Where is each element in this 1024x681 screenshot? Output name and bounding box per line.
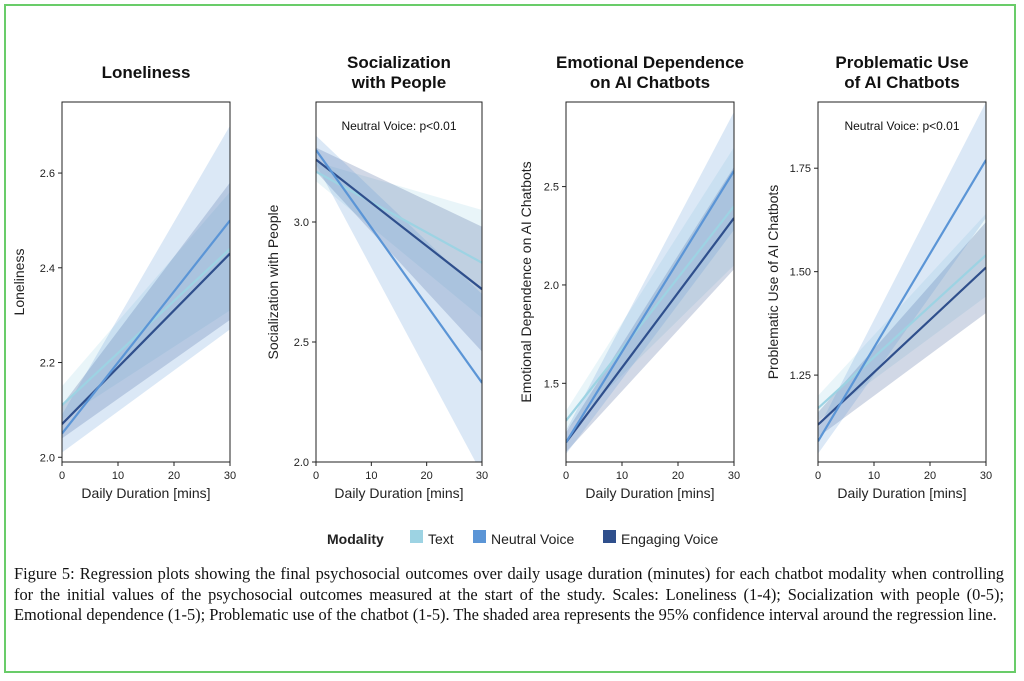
regression-line (62, 252, 230, 425)
x-tick-label: 10 (868, 470, 880, 482)
x-tick-label: 20 (924, 470, 936, 482)
y-tick-label: 2.0 (294, 457, 309, 469)
y-tick-label: 2.4 (40, 263, 55, 275)
regression-line (566, 205, 734, 422)
panel-title: with People (351, 73, 446, 92)
legend-label: Neutral Voice (491, 531, 574, 547)
ci-band (818, 222, 986, 438)
x-tick-label: 0 (815, 470, 821, 482)
y-tick-label: 1.5 (544, 378, 559, 390)
regression-line (316, 149, 482, 384)
plot-frame (565, 101, 735, 463)
y-tick-label: 2.0 (544, 280, 559, 292)
y-tick-label: 2.2 (40, 358, 55, 370)
x-tick-label: 10 (365, 470, 377, 482)
ci-band (316, 135, 482, 462)
plot-area (566, 111, 734, 455)
regression-line (316, 170, 482, 264)
x-axis-label: Daily Duration [mins] (334, 485, 463, 501)
plot-area (818, 102, 986, 454)
regression-line (818, 159, 986, 442)
regression-line (62, 219, 230, 435)
panel-title: Loneliness (102, 63, 191, 82)
y-axis-label: Problematic Use of AI Chatbots (765, 185, 781, 380)
ci-band (316, 162, 482, 318)
plot-frame (61, 101, 231, 463)
panel-title: on AI Chatbots (590, 73, 710, 92)
x-tick-label: 0 (563, 470, 569, 482)
y-tick-label: 2.5 (294, 337, 309, 349)
figure-frame (4, 4, 1016, 673)
plot-area (62, 125, 230, 453)
y-tick-label: 3.0 (294, 217, 309, 229)
y-axis-label: Loneliness (11, 249, 27, 316)
plot-frame (315, 101, 483, 463)
legend-swatch (410, 530, 423, 543)
x-tick-label: 10 (616, 470, 628, 482)
y-tick-label: 2.6 (40, 168, 55, 180)
y-tick-label: 1.50 (790, 267, 811, 279)
legend-label: Engaging Voice (621, 531, 719, 547)
panel-title: Problematic Use (835, 53, 968, 72)
x-axis-label: Daily Duration [mins] (81, 485, 210, 501)
x-tick-label: 20 (168, 470, 180, 482)
ci-band (62, 192, 230, 420)
ci-band (316, 147, 482, 352)
x-tick-label: 30 (476, 470, 488, 482)
y-tick-label: 1.75 (790, 163, 811, 175)
x-tick-label: 0 (313, 470, 319, 482)
significance-annotation: Neutral Voice: p<0.01 (844, 119, 959, 133)
panel-title: Emotional Dependence (556, 53, 744, 72)
panel-title: of AI Chatbots (844, 73, 960, 92)
regression-line (818, 254, 986, 410)
panel-title: Socialization (347, 53, 451, 72)
x-tick-label: 30 (224, 470, 236, 482)
plot-frame (817, 101, 987, 463)
x-tick-label: 10 (112, 470, 124, 482)
significance-annotation: Neutral Voice: p<0.01 (341, 119, 456, 133)
legend-label: Text (428, 531, 454, 547)
y-tick-label: 2.5 (544, 182, 559, 194)
legend-swatch (473, 530, 486, 543)
regression-figure: Loneliness 0 10 20 30 2.0 2.2 2.4 2.6 Daily Durat… (11, 53, 992, 547)
x-tick-label: 20 (421, 470, 433, 482)
regression-line (566, 170, 734, 443)
ci-band (62, 125, 230, 453)
regression-line (818, 266, 986, 426)
y-axis-label: Emotional Dependence on AI Chatbots (518, 161, 534, 402)
regression-line (566, 217, 734, 443)
ci-band (62, 182, 230, 439)
x-axis-label: Daily Duration [mins] (585, 485, 714, 501)
x-tick-label: 20 (672, 470, 684, 482)
x-tick-label: 0 (59, 470, 65, 482)
y-tick-label: 1.25 (790, 370, 811, 382)
plot-area (316, 135, 482, 462)
ci-band (566, 147, 734, 431)
panel-1: Loneliness 0 10 20 30 2.0 2.2 2.4 2.6 Daily Durat… (11, 63, 236, 501)
legend: Modality Text Neutral Voice Engaging Voice (327, 530, 719, 547)
ci-band (818, 102, 986, 454)
y-axis-label: Socialization with People (265, 204, 281, 359)
y-tick-label: 2.0 (40, 452, 55, 464)
legend-swatch (603, 530, 616, 543)
x-tick-label: 30 (728, 470, 740, 482)
x-tick-label: 30 (980, 470, 992, 482)
x-axis-label: Daily Duration [mins] (837, 485, 966, 501)
regression-line (316, 158, 482, 291)
figure-caption: Figure 5: Regression plots showing the f… (14, 564, 1004, 624)
legend-title: Modality (327, 531, 384, 547)
